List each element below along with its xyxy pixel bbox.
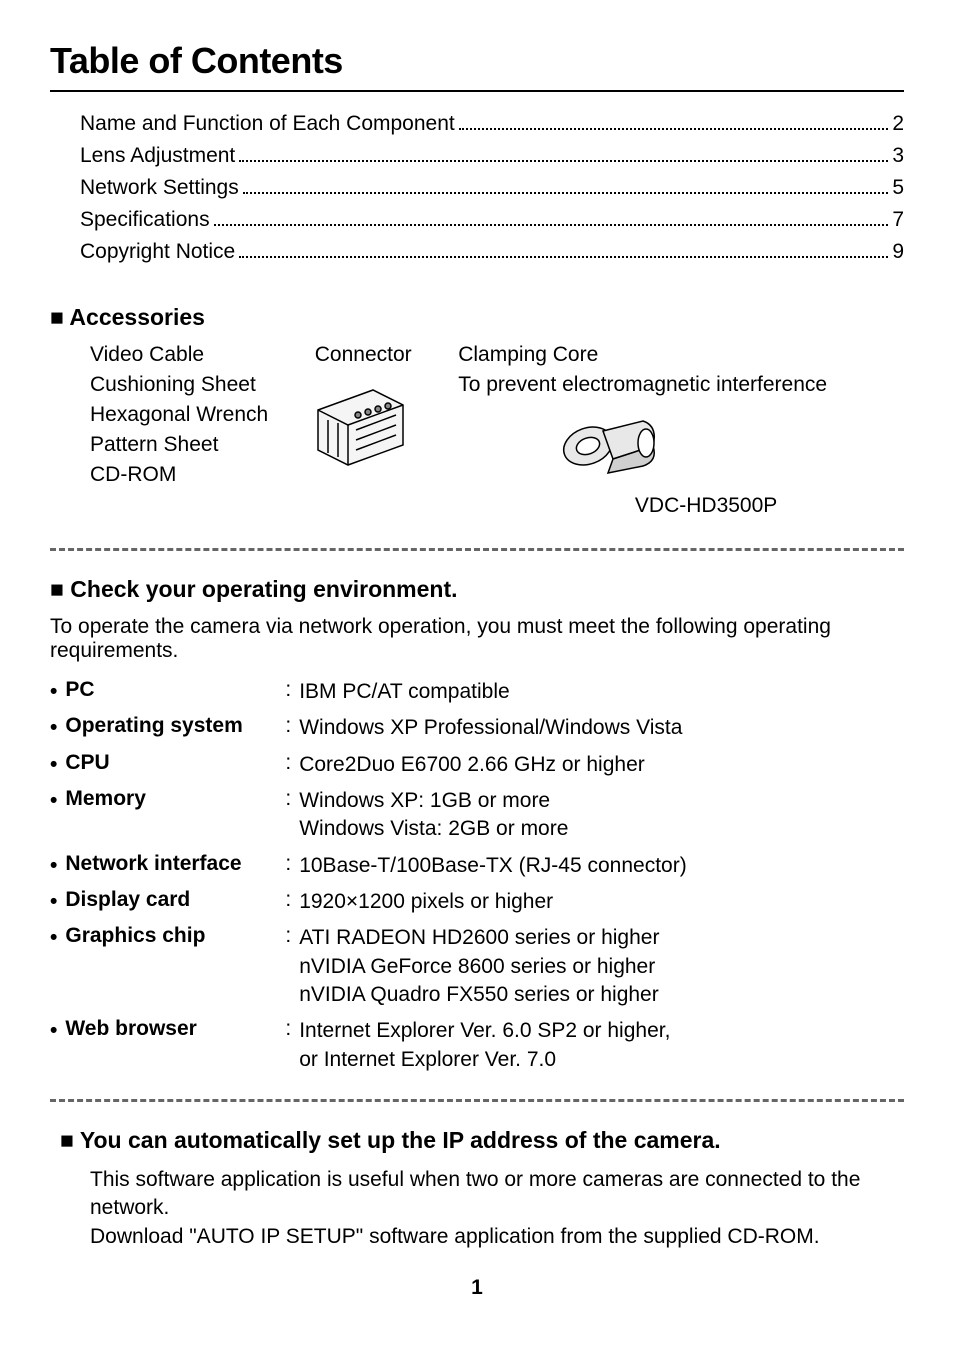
accessory-item: Hexagonal Wrench <box>90 403 268 427</box>
bullet-icon: • <box>50 714 57 741</box>
clamping-block: Clamping Core To prevent electromagnetic… <box>458 343 904 518</box>
page-number: 1 <box>50 1276 904 1300</box>
toc-dots <box>459 128 889 130</box>
clamping-desc: To prevent electromagnetic interference <box>458 373 904 397</box>
toc-entry: Name and Function of Each Component 2 <box>80 112 904 136</box>
accessory-item: Video Cable <box>90 343 268 367</box>
colon: : <box>285 678 291 702</box>
ip-setup-text: Download "AUTO IP SETUP" software applic… <box>60 1223 904 1251</box>
check-env-intro: To operate the camera via network operat… <box>50 615 904 663</box>
requirement-row: • Operating system : Windows XP Professi… <box>50 714 904 742</box>
clamping-label: Clamping Core <box>458 343 904 367</box>
toc-page: 2 <box>892 112 904 136</box>
accessories-header: ■ Accessories <box>50 304 904 331</box>
bullet-icon: • <box>50 924 57 951</box>
req-value: Windows XP: 1GB or moreWindows Vista: 2G… <box>299 787 568 844</box>
toc-page: 7 <box>892 208 904 232</box>
ip-setup-section: ■ You can automatically set up the IP ad… <box>50 1127 904 1251</box>
requirement-row: • CPU : Core2Duo E6700 2.66 GHz or highe… <box>50 751 904 779</box>
req-value: 1920×1200 pixels or higher <box>299 888 553 916</box>
toc-page: 5 <box>892 176 904 200</box>
toc-dots <box>239 256 888 258</box>
req-label: Graphics chip <box>65 924 285 948</box>
table-of-contents: Name and Function of Each Component 2 Le… <box>50 112 904 264</box>
req-label: Operating system <box>65 714 285 738</box>
model-number: VDC-HD3500P <box>508 494 904 518</box>
toc-label: Lens Adjustment <box>80 144 235 168</box>
dashed-divider <box>50 1099 904 1102</box>
toc-entry: Lens Adjustment 3 <box>80 144 904 168</box>
colon: : <box>285 751 291 775</box>
req-value: Windows XP Professional/Windows Vista <box>299 714 682 742</box>
req-label: Memory <box>65 787 285 811</box>
dashed-divider <box>50 548 904 551</box>
connector-icon <box>298 375 428 475</box>
accessories-section: Video Cable Cushioning Sheet Hexagonal W… <box>50 343 904 518</box>
colon: : <box>285 1017 291 1041</box>
bullet-icon: • <box>50 751 57 778</box>
req-label: Web browser <box>65 1017 285 1041</box>
toc-page: 3 <box>892 144 904 168</box>
accessory-item: Pattern Sheet <box>90 433 268 457</box>
toc-dots <box>243 192 889 194</box>
toc-dots <box>214 224 889 226</box>
requirements-list: • PC : IBM PC/AT compatible • Operating … <box>50 678 904 1074</box>
req-value: Internet Explorer Ver. 6.0 SP2 or higher… <box>299 1017 670 1074</box>
req-value: ATI RADEON HD2600 series or highernVIDIA… <box>299 924 659 1009</box>
page-title: Table of Contents <box>50 40 904 92</box>
toc-entry: Network Settings 5 <box>80 176 904 200</box>
req-label: Display card <box>65 888 285 912</box>
check-env-header: ■ Check your operating environment. <box>50 576 904 603</box>
req-label: CPU <box>65 751 285 775</box>
colon: : <box>285 888 291 912</box>
accessory-item: Cushioning Sheet <box>90 373 268 397</box>
toc-dots <box>239 160 888 162</box>
req-value: 10Base-T/100Base-TX (RJ-45 connector) <box>299 852 687 880</box>
ip-setup-text: This software application is useful when… <box>60 1166 904 1223</box>
req-label: PC <box>65 678 285 702</box>
toc-page: 9 <box>892 240 904 264</box>
bullet-icon: • <box>50 678 57 705</box>
connector-block: Connector <box>298 343 428 518</box>
accessory-item: CD-ROM <box>90 463 268 487</box>
requirement-row: • Memory : Windows XP: 1GB or moreWindow… <box>50 787 904 844</box>
requirement-row: • Web browser : Internet Explorer Ver. 6… <box>50 1017 904 1074</box>
colon: : <box>285 852 291 876</box>
requirement-row: • Display card : 1920×1200 pixels or hig… <box>50 888 904 916</box>
toc-entry: Specifications 7 <box>80 208 904 232</box>
toc-label: Specifications <box>80 208 210 232</box>
requirement-row: • Graphics chip : ATI RADEON HD2600 seri… <box>50 924 904 1009</box>
bullet-icon: • <box>50 787 57 814</box>
toc-label: Copyright Notice <box>80 240 235 264</box>
colon: : <box>285 714 291 738</box>
accessories-list: Video Cable Cushioning Sheet Hexagonal W… <box>60 343 268 518</box>
bullet-icon: • <box>50 888 57 915</box>
bullet-icon: • <box>50 852 57 879</box>
ip-setup-header: ■ You can automatically set up the IP ad… <box>60 1127 904 1154</box>
requirement-row: • Network interface : 10Base-T/100Base-T… <box>50 852 904 880</box>
req-value: IBM PC/AT compatible <box>299 678 509 706</box>
toc-label: Network Settings <box>80 176 239 200</box>
toc-entry: Copyright Notice 9 <box>80 240 904 264</box>
colon: : <box>285 787 291 811</box>
toc-label: Name and Function of Each Component <box>80 112 455 136</box>
colon: : <box>285 924 291 948</box>
clamping-core-icon <box>558 411 668 481</box>
requirement-row: • PC : IBM PC/AT compatible <box>50 678 904 706</box>
bullet-icon: • <box>50 1017 57 1044</box>
req-label: Network interface <box>65 852 285 876</box>
connector-label: Connector <box>298 343 428 367</box>
req-value: Core2Duo E6700 2.66 GHz or higher <box>299 751 645 779</box>
